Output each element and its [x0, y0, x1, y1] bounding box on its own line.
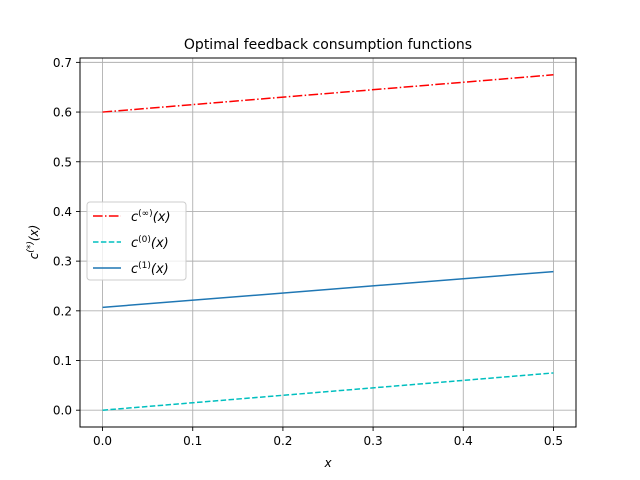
- grid: [80, 58, 576, 427]
- y-tick-label: 0.4: [53, 205, 72, 219]
- x-tick-label: 0.0: [93, 434, 112, 448]
- series-group: [102, 74, 554, 411]
- y-tick-label: 0.6: [53, 106, 72, 120]
- y-tick-label: 0.1: [53, 354, 72, 368]
- x-tick-label: 0.3: [364, 434, 383, 448]
- series-line-1: [102, 74, 554, 113]
- y-tick-label: 0.7: [53, 56, 72, 70]
- y-tick-label: 0.0: [53, 404, 72, 418]
- chart-title: Optimal feedback consumption functions: [184, 37, 472, 53]
- legend-box: [86, 201, 187, 281]
- series-line-3: [102, 270, 554, 309]
- series-line-2: [102, 372, 554, 411]
- y-tick-label: 0.3: [53, 255, 72, 269]
- axis-ticks: 0.0 0.1 0.2 0.3 0.4 0.5 0.0 0.1 0.2 0.3 0.4 0.5 0.6 0…: [53, 56, 563, 448]
- x-tick-label: 0.4: [454, 434, 473, 448]
- y-tick-label: 0.5: [53, 155, 72, 169]
- y-tick-label: 0.2: [53, 304, 72, 318]
- legend: c(∞)(x)c(0)(x)c(1)(x): [86, 201, 187, 281]
- x-tick-label: 0.5: [544, 434, 563, 448]
- x-tick-label: 0.1: [183, 434, 202, 448]
- x-tick-label: 0.2: [273, 434, 292, 448]
- y-axis-label: c(*)(x): [26, 225, 41, 260]
- x-axis-label: x: [323, 456, 332, 470]
- plot-frame: [79, 57, 577, 428]
